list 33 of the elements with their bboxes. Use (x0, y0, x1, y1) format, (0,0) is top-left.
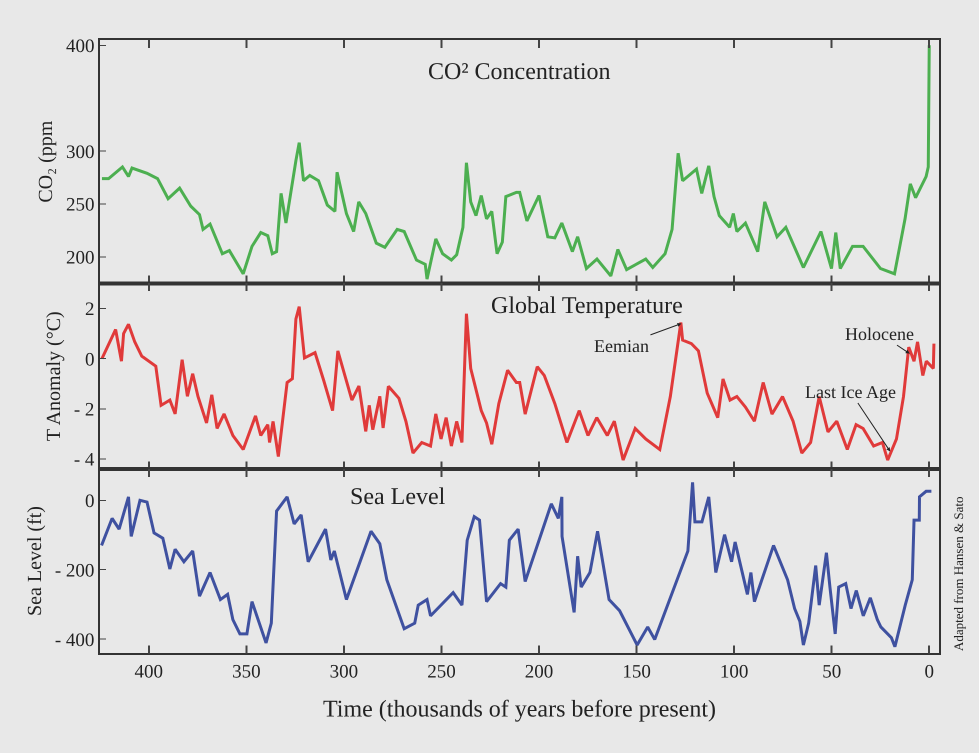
x-tick-label: 100 (720, 662, 748, 683)
y-tick-label: - 400 (54, 630, 94, 651)
y-tick-label: - 4 (74, 450, 95, 471)
y-tick-label: 250 (66, 194, 94, 216)
x-tick-label: 350 (232, 662, 261, 683)
chart-title: Global Temperature (491, 293, 683, 319)
y-tick-label: - 200 (54, 560, 94, 582)
x-tick-label: 0 (924, 662, 934, 683)
y-tick-label: 0 (84, 490, 94, 512)
x-tick-label: 250 (427, 662, 456, 683)
x-tick-label: 300 (330, 662, 358, 683)
text: Adapted from Hansen & Sato (951, 496, 966, 652)
y-tick-label: 400 (66, 36, 94, 57)
line-series (100, 480, 933, 648)
annotation: Last Ice Age (805, 382, 896, 402)
text: Sea Level (350, 484, 446, 510)
x-tick-label: 150 (622, 662, 651, 683)
x-tick-label: 200 (524, 662, 554, 683)
x-tick-label: 400 (134, 662, 164, 683)
y-tick-label: 2 (84, 299, 94, 320)
y-tick-label: 200 (66, 248, 94, 269)
line-series (100, 44, 931, 281)
y-tick-label: - 2 (74, 400, 94, 421)
y-axis-title: Sea Level (ft) (24, 506, 46, 616)
y-axis-title: T Anomaly (°C) (42, 311, 65, 442)
y-tick-label: 300 (66, 142, 94, 163)
annotation: Eemian (594, 336, 649, 356)
annotation: Holocene (845, 324, 914, 344)
x-axis-title: Time (thousands of years before present) (322, 696, 716, 722)
text: CO² Concentration (428, 59, 610, 85)
x-tick-label: 50 (822, 662, 842, 683)
y-axis-title: CO₂ (ppm (34, 120, 57, 203)
y-tick-label: 0 (84, 349, 94, 370)
